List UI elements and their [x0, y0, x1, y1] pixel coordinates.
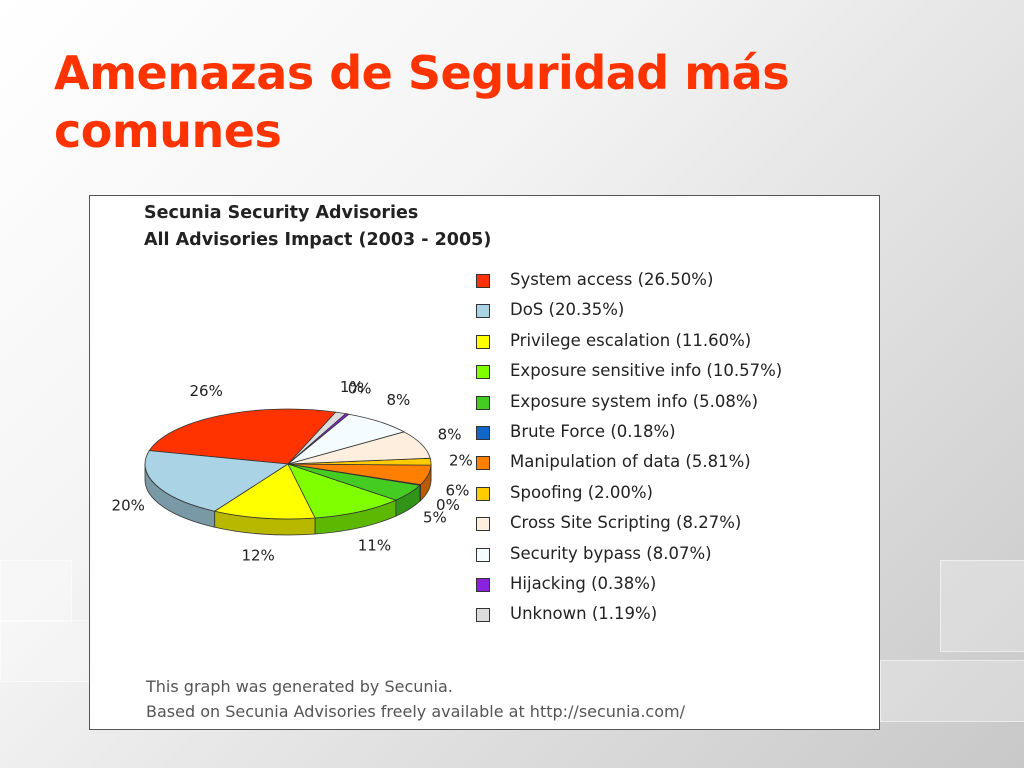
legend-swatch — [476, 334, 490, 349]
pie-slice-label: 12% — [241, 546, 274, 564]
pie-slice-label: 5% — [423, 508, 447, 526]
background-tile — [0, 560, 72, 622]
legend-label: Exposure system info (5.08%) — [510, 391, 759, 411]
pie-slice-label: 8% — [387, 391, 411, 409]
legend-label: Spoofing (2.00%) — [510, 482, 653, 502]
pie-slice-label: 1% — [340, 378, 364, 396]
legend-swatch — [476, 547, 490, 562]
legend-swatch — [476, 608, 490, 623]
legend-label: Brute Force (0.18%) — [510, 421, 676, 441]
legend-label: Cross Site Scripting (8.27%) — [510, 513, 742, 533]
chart-title-line-1: Secunia Security Advisories — [144, 203, 419, 223]
legend-swatch — [476, 304, 490, 319]
legend-swatch — [476, 395, 490, 410]
pie-slice — [287, 411, 347, 465]
pie-slice-label: 2% — [449, 451, 473, 469]
legend-label: Manipulation of data (5.81%) — [510, 452, 751, 472]
pie-slice-label: 8% — [438, 425, 462, 443]
chart-title-line-2: All Advisories Impact (2003 - 2005) — [144, 230, 492, 250]
pie-slice — [148, 408, 337, 465]
pie-slice — [144, 450, 290, 512]
pie-slice — [213, 463, 316, 520]
legend-label: Privilege escalation (11.60%) — [510, 330, 752, 350]
legend-swatch — [476, 274, 490, 288]
legend-swatch — [476, 456, 490, 471]
legend-label: System access (26.50%) — [510, 270, 714, 289]
pie-slice-label: 20% — [112, 496, 145, 514]
background-tile — [0, 620, 92, 682]
pie-slice-label: 0% — [436, 496, 460, 514]
footer-line-2: Based on Secunia Advisories freely avail… — [146, 702, 685, 721]
pie-slice — [287, 463, 398, 519]
legend-label: Security bypass (8.07%) — [510, 543, 712, 563]
legend-label: Exposure sensitive info (10.57%) — [510, 361, 783, 381]
legend-label: Hijacking (0.38%) — [510, 573, 657, 593]
legend-swatch — [476, 365, 490, 380]
legend-label: Unknown (1.19%) — [510, 604, 658, 624]
pie-slice-label: 11% — [358, 537, 391, 555]
legend-label: DoS (20.35%) — [510, 300, 625, 320]
chart-frame: 26% 20% 12% 11% 5% 0% 6% 2% 8% 8% 0% 1% Secunia Sec… — [89, 195, 880, 730]
background-tile — [880, 660, 1024, 722]
pie-chart: 26%20%12%11%5%0%6%2%8%8%0%1% — [112, 378, 473, 565]
slide-title: Amenazas de Seguridad más comunes — [54, 46, 790, 158]
legend-swatch — [476, 425, 490, 440]
footer-line-1: This graph was generated by Secunia. — [146, 677, 453, 696]
legend-swatch — [476, 486, 490, 501]
chart-footer: This graph was generated by Secunia. Bas… — [146, 674, 685, 724]
chart-title: Secunia Security Advisories All Advisori… — [144, 200, 491, 254]
pie-slice-label: 6% — [446, 481, 470, 499]
legend-swatch — [476, 517, 490, 532]
background-tile — [940, 560, 1024, 652]
pie-slice-label: 0% — [348, 379, 372, 397]
legend-swatch — [476, 577, 490, 592]
pie-slice-label: 26% — [190, 382, 223, 400]
